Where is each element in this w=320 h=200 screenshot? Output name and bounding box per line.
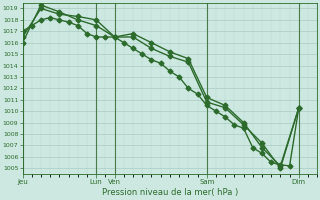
X-axis label: Pression niveau de la mer( hPa ): Pression niveau de la mer( hPa ) [102,188,238,197]
